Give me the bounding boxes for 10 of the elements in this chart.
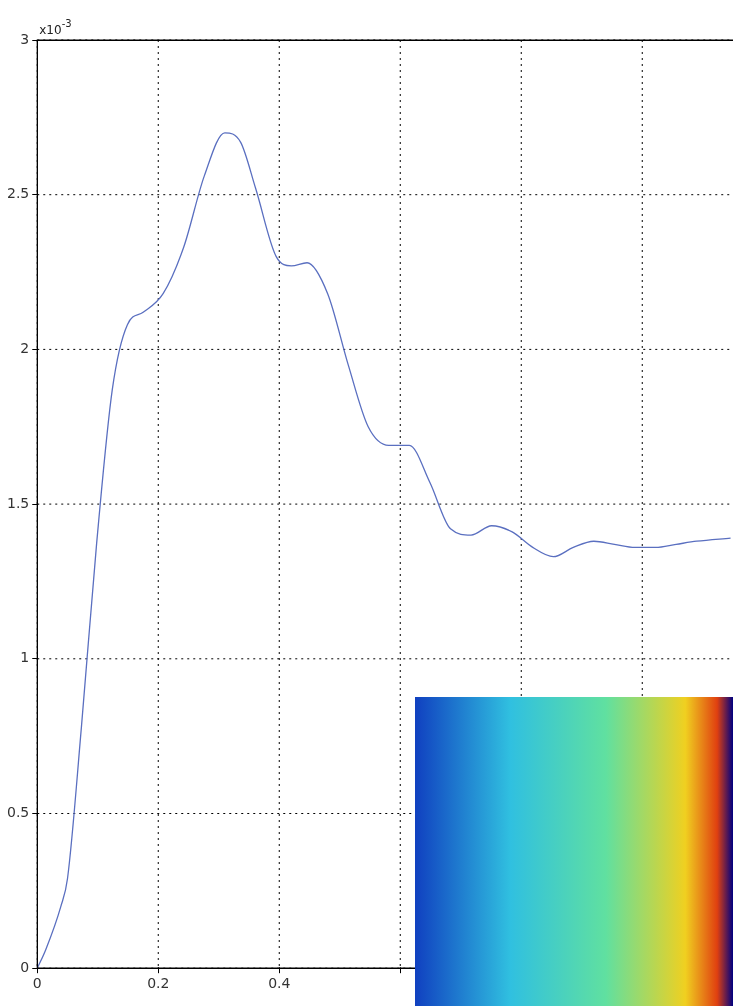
y-tick-label: 1.5 [7,494,30,511]
y-tick-label: 2.5 [7,185,30,202]
y-tick-label: 1 [20,649,30,666]
x-tick-label: 0.2 [147,975,170,992]
y-tick-label: 3 [20,30,30,47]
y-tick-label: 0 [20,958,30,975]
x-tick-label: 0 [32,975,42,992]
y-tick-label: 0.5 [7,804,30,821]
y-tick-label: 2 [20,340,30,357]
x-tick-label: 0.4 [268,975,291,992]
